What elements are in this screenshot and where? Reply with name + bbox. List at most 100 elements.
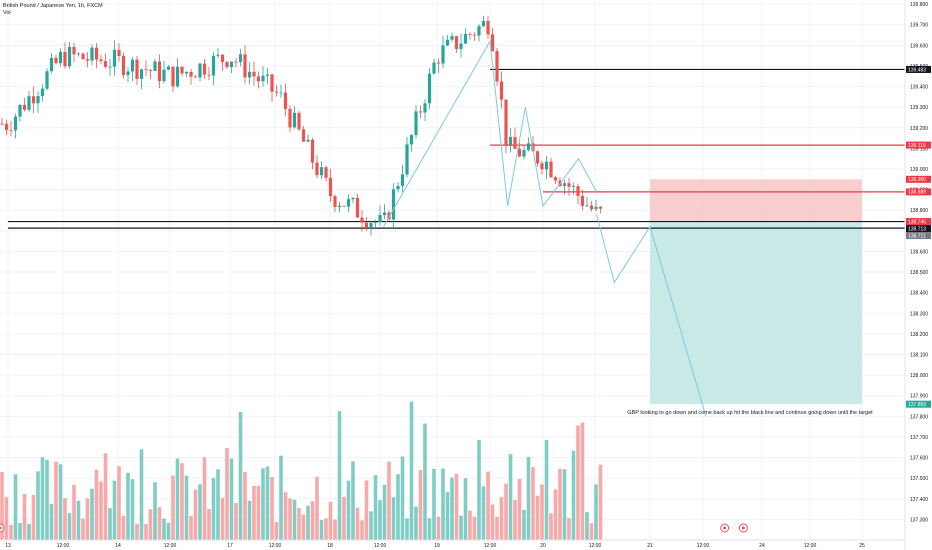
candle-body: [117, 49, 121, 56]
volume-bar: [126, 472, 130, 540]
stop-loss-zone[interactable]: [650, 179, 862, 222]
candle-body: [490, 34, 495, 51]
projection-line[interactable]: [383, 39, 597, 227]
volume-bar: [508, 454, 513, 540]
time-tick-label: 25: [859, 543, 865, 549]
volume-bar: [598, 464, 603, 540]
time-tick-label: 12:00: [589, 543, 602, 549]
candle-body: [0, 123, 4, 125]
candle-body: [342, 205, 346, 207]
candle-body: [252, 71, 256, 77]
candle-body: [369, 222, 373, 228]
take-profit-zone[interactable]: [650, 221, 862, 405]
candle-body: [589, 205, 594, 210]
volume-bar: [495, 516, 499, 540]
candle-body: [135, 59, 139, 79]
economic-event-dot: [741, 526, 745, 530]
volume-bar: [328, 502, 333, 540]
candle-body: [544, 161, 549, 170]
volume-bar: [261, 468, 265, 540]
volume-bar: [562, 469, 567, 540]
price-label-text: 138.711: [908, 233, 926, 239]
candle-body: [405, 144, 409, 175]
volume-bar: [292, 499, 297, 540]
volume-bar: [418, 469, 423, 540]
candle-body: [553, 177, 558, 181]
price-label-text: 138.745: [908, 219, 926, 225]
candle-body: [261, 75, 265, 82]
volume-bar: [306, 505, 310, 540]
volume-bar: [180, 463, 184, 540]
volume-bar: [342, 496, 346, 540]
candle-body: [58, 51, 63, 64]
volume-bar: [567, 518, 571, 540]
volume-bar: [387, 461, 391, 540]
candle-body: [346, 199, 351, 207]
volume-bar: [67, 513, 72, 540]
volume-bar: [490, 504, 495, 540]
candlesticks: [0, 15, 603, 236]
candle-body: [382, 212, 387, 215]
price-tick-label: 138.300: [910, 311, 928, 317]
candle-body: [81, 53, 85, 60]
candle-body: [112, 49, 117, 67]
candle-body: [468, 33, 472, 35]
price-label-badge: [906, 400, 931, 408]
candle-body: [328, 177, 333, 197]
volume-bar: [594, 484, 598, 540]
volume-bar: [364, 480, 369, 540]
volume-bar: [265, 466, 270, 540]
candle-body: [4, 123, 9, 130]
event-markers[interactable]: [0, 523, 748, 533]
volume-bar: [49, 503, 54, 540]
price-tick-label: 137.900: [910, 394, 928, 400]
projection-path[interactable]: [383, 39, 707, 417]
time-axis[interactable]: 13 12:00 14 12:00 17 12:00 18 12:00 19 12:00 20 12:…: [0, 539, 905, 549]
candle-body: [585, 205, 589, 207]
horizontal-levels[interactable]: [8, 68, 905, 229]
candle-body: [427, 73, 432, 104]
candle-body: [396, 185, 400, 190]
candle-body: [387, 212, 391, 220]
candle-body: [72, 46, 76, 55]
volume-bar: [207, 508, 211, 540]
candle-body: [103, 61, 108, 67]
volume-bar: [468, 510, 472, 540]
candle-body: [216, 54, 220, 56]
time-tick-label: 12:00: [697, 543, 710, 549]
candle-body: [292, 112, 297, 128]
projection-line[interactable]: [596, 214, 707, 417]
volume-bar: [103, 453, 108, 540]
price-label-text: 139.483: [908, 67, 926, 73]
candle-body: [477, 26, 481, 36]
short-position-tool[interactable]: [650, 179, 862, 405]
candle-body: [211, 55, 216, 76]
volume-bar: [486, 471, 490, 540]
price-labels: 139.483139.116138.950138.889138.745138.7…: [906, 65, 931, 408]
candle-body: [229, 61, 234, 68]
price-label-badge: [906, 218, 931, 226]
volume-bar: [220, 497, 225, 540]
volume-bar: [576, 425, 580, 540]
volume-bar: [477, 439, 481, 540]
candle-body: [247, 71, 252, 78]
volume-bar: [157, 507, 162, 540]
volume-bar: [27, 523, 31, 540]
candle-body: [562, 183, 567, 186]
volume-bar: [513, 500, 517, 540]
symbol-title: British Pound / Japanese Yen, 1h, FXCM: [3, 3, 103, 9]
candle-body: [171, 66, 175, 87]
candle-body: [76, 53, 81, 55]
volume-bar: [324, 518, 328, 540]
candle-body: [436, 62, 441, 64]
volume-bar: [171, 475, 175, 540]
candle-body: [355, 198, 360, 218]
volume-bar: [315, 476, 319, 540]
volume-bar: [90, 488, 94, 540]
candle-body: [27, 96, 31, 110]
economic-event-icon[interactable]: [0, 523, 5, 533]
candle-body: [400, 174, 405, 186]
candle-body: [22, 104, 27, 110]
volume-bar: [9, 524, 13, 540]
